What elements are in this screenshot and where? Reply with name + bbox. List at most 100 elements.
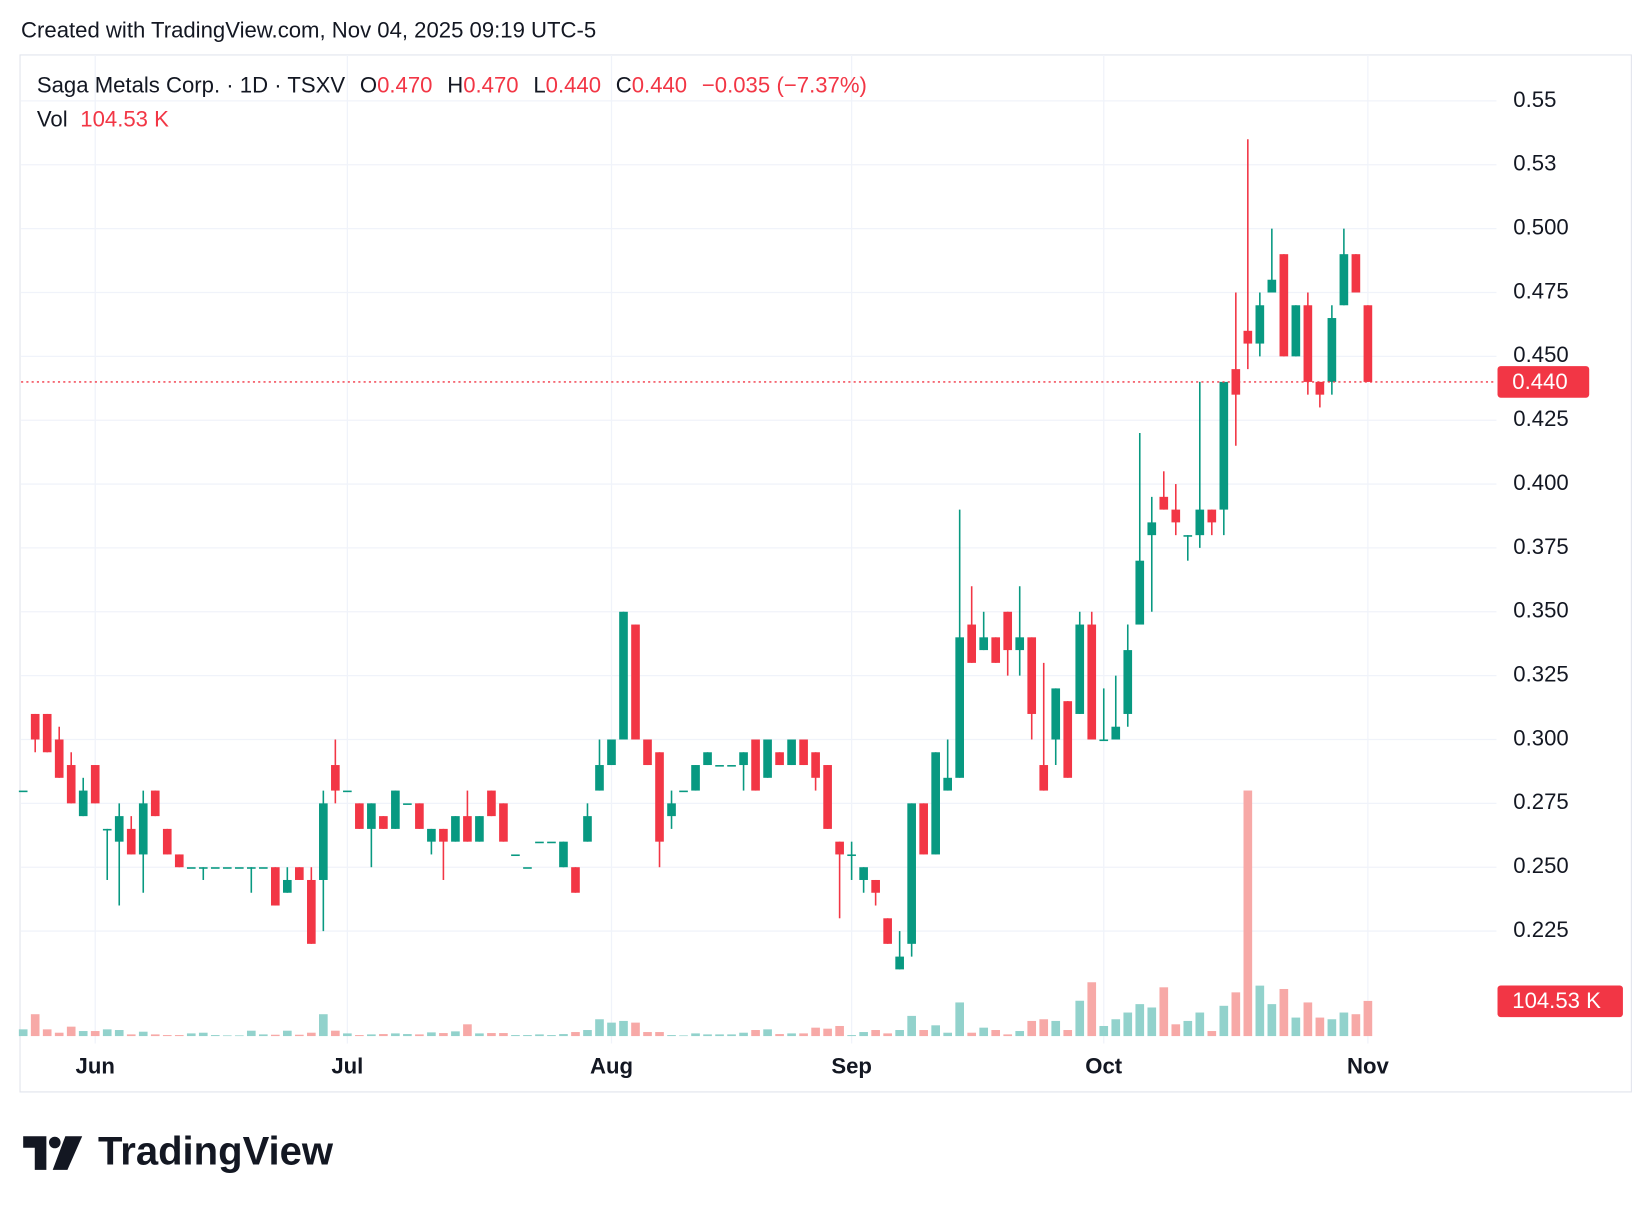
volume-bar	[102, 1029, 112, 1037]
candle-body	[30, 713, 40, 740]
volume-bar	[54, 1032, 64, 1037]
y-tick-label: 0.300	[1513, 725, 1568, 750]
volume-bar	[943, 1032, 952, 1037]
volume-bar	[343, 1033, 352, 1037]
symbol-legend: Saga Metals Corp. · 1D · TSXV O0.470 H0.47…	[37, 72, 867, 97]
volume-bar	[114, 1030, 124, 1037]
candle-body	[222, 867, 232, 869]
ohlc-key: L	[533, 72, 545, 97]
volume-bar	[295, 1034, 304, 1037]
volume-bar	[919, 1030, 928, 1037]
ohlc-value: 0.440	[546, 72, 601, 97]
volume-bar	[1135, 1004, 1145, 1037]
candle-body	[66, 765, 76, 804]
y-tick-label: 0.375	[1513, 534, 1568, 559]
candle-body	[1207, 509, 1217, 523]
candle-body	[919, 803, 928, 855]
x-tick-label: Jun	[76, 1054, 115, 1079]
credit-line: Created with TradingView.com, Nov 04, 20…	[21, 18, 596, 43]
volume-bar	[535, 1034, 544, 1037]
y-tick-label: 0.250	[1513, 853, 1568, 878]
volume-bar	[1075, 1000, 1085, 1037]
candle-body	[42, 713, 52, 753]
candle-body	[355, 803, 364, 829]
candle-body	[234, 867, 244, 869]
symbol-title: Saga Metals Corp. · 1D · TSXV	[37, 72, 345, 97]
volume-bar	[1183, 1020, 1193, 1037]
candle-body	[499, 803, 508, 842]
candle-body	[258, 867, 268, 869]
volume-bar	[667, 1035, 676, 1037]
candle-body	[270, 867, 280, 906]
volume-bar	[823, 1028, 832, 1037]
volume-bar	[1003, 1034, 1013, 1037]
candle-body	[283, 879, 292, 893]
candle-body	[1351, 254, 1361, 293]
y-tick-label: 0.450	[1513, 342, 1568, 367]
candle-body	[763, 739, 772, 778]
candle-body	[1099, 739, 1109, 742]
candle-body	[1183, 535, 1193, 537]
volume-bar	[859, 1032, 868, 1037]
candle-body	[1063, 701, 1073, 778]
volume-bar	[571, 1032, 580, 1037]
change-percent: (−7.37%)	[777, 72, 867, 97]
x-tick-label: Jul	[331, 1054, 363, 1079]
y-tick-label: 0.275	[1513, 789, 1568, 814]
ohlc-value: 0.440	[632, 72, 687, 97]
candle-body	[859, 867, 868, 880]
volume-bar	[1351, 1014, 1361, 1037]
candle-body	[1291, 305, 1301, 357]
volume-bar	[234, 1035, 244, 1037]
volume-bar	[703, 1034, 712, 1037]
candle-body	[1363, 305, 1373, 382]
volume-bar	[126, 1034, 136, 1037]
volume-bar	[427, 1032, 436, 1037]
volume-bar	[1171, 1024, 1181, 1037]
candle-body	[1327, 318, 1337, 382]
candle-body	[1231, 369, 1241, 395]
candle-body	[475, 816, 484, 842]
candle-body	[751, 739, 760, 791]
volume-value: 104.53 K	[80, 106, 169, 131]
brand: TradingView	[98, 1130, 334, 1174]
candle-body	[78, 790, 88, 817]
y-tick-label: 0.400	[1513, 470, 1568, 495]
last-volume-badge	[1497, 985, 1623, 1018]
volume-bar	[1339, 1012, 1349, 1037]
change-value: −0.035	[702, 72, 770, 97]
candle-body	[18, 790, 28, 793]
volume-bar	[931, 1025, 940, 1037]
volume-bar	[150, 1034, 160, 1037]
candle-body	[871, 879, 880, 893]
volume-bar	[1315, 1017, 1325, 1037]
candle-body	[1255, 305, 1265, 344]
x-tick-label: Sep	[831, 1054, 872, 1079]
tradingview-logo-icon	[23, 1136, 83, 1170]
volume-bar	[1243, 790, 1253, 1037]
candle-body	[667, 803, 676, 817]
candle-body	[571, 867, 580, 893]
candle-body	[1027, 637, 1037, 714]
candle-body	[391, 790, 400, 829]
candle-body	[439, 828, 448, 842]
y-tick-label: 0.350	[1513, 598, 1568, 623]
volume-bar	[1111, 1019, 1121, 1037]
volume-bar	[1051, 1020, 1061, 1037]
candle-body	[1219, 381, 1229, 510]
volume-bar	[595, 1019, 604, 1037]
grid	[21, 54, 1497, 1044]
y-tick-label: 0.325	[1513, 661, 1568, 686]
price-pane	[18, 139, 1373, 970]
candle-body	[1111, 726, 1121, 740]
volume-bar	[1279, 988, 1289, 1037]
candle-body	[775, 752, 784, 766]
candle-body	[979, 637, 989, 651]
y-tick-label: 0.55	[1513, 87, 1556, 112]
y-tick-label: 0.225	[1513, 917, 1568, 942]
volume-bar	[1327, 1019, 1337, 1037]
volume-bar	[367, 1034, 376, 1037]
volume-bar	[883, 1033, 892, 1037]
last-price-badge	[1497, 366, 1590, 398]
